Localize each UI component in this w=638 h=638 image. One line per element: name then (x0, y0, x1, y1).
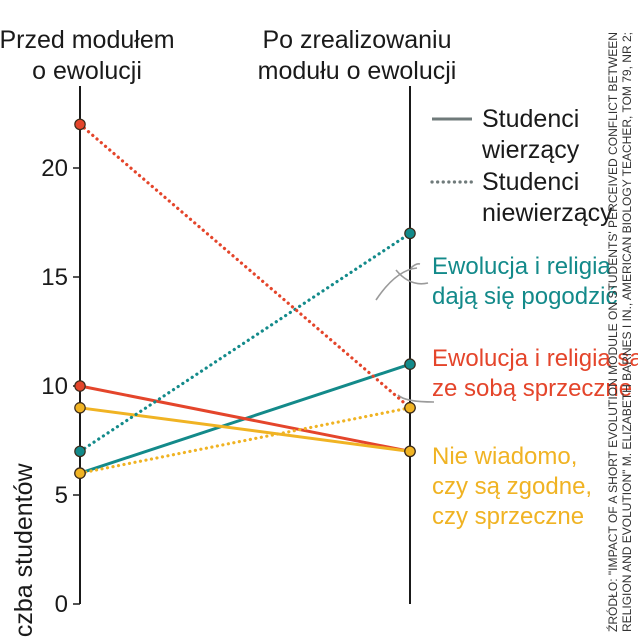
annotation-label: Ewolucja i religia są ze sobą sprzeczne (432, 345, 638, 402)
data-points (74, 118, 416, 479)
source-line: ŹRÓDŁO: "IMPACT OF A SHORT EVOLUTION MOD… (607, 32, 620, 632)
legend: Studenci wierzący Studenci niewierzący (430, 105, 613, 227)
legend-label-line: Studenci (482, 168, 579, 196)
y-tick-label: 5 (55, 482, 68, 509)
series-line (78, 231, 412, 453)
annotation-leaders (375, 263, 435, 403)
annotation-label-line: dają się pogodzić (432, 283, 617, 310)
annotation-label: Nie wiadomo, czy są zgodne, czy sprzeczne (432, 443, 592, 530)
legend-label-line: Studenci (482, 105, 579, 133)
annotation-label-line: Nie wiadomo, (432, 443, 577, 470)
axes (79, 86, 411, 604)
annotation-label-line: Ewolucja i religia (432, 253, 611, 280)
annotation-label-line: czy są zgodne, (432, 473, 592, 500)
column-header-before-line: o ewolucji (32, 57, 142, 85)
data-point (404, 445, 416, 458)
column-header-after-line: modułu o ewolucji (258, 57, 457, 85)
annotation-label-line: czy sprzeczne (432, 503, 584, 530)
data-point (74, 445, 86, 458)
annotation-leader (397, 394, 435, 403)
annotation-label: Ewolucja i religia dają się pogodzić (432, 253, 617, 310)
column-header-before: Przed modułem o ewolucji (0, 26, 175, 85)
series-line (78, 406, 412, 475)
data-point (74, 118, 86, 131)
column-header-after-line: Po zrealizowaniu (263, 26, 452, 54)
y-tick-label: 10 (41, 373, 68, 400)
legend-label: Studenci niewierzący (482, 168, 613, 227)
series-line (78, 406, 412, 453)
annotation-leader (410, 263, 421, 269)
annotation-label-line: ze sobą sprzeczne (432, 375, 632, 402)
annotation-label-line: Ewolucja i religia są (432, 345, 638, 372)
data-point (74, 467, 86, 479)
legend-label: Studenci wierzący (481, 105, 580, 164)
data-point (74, 401, 86, 414)
source-note: ŹRÓDŁO: "IMPACT OF A SHORT EVOLUTION MOD… (607, 32, 634, 632)
column-header-after: Po zrealizowaniu modułu o ewolucji (258, 26, 457, 85)
annotation-leader (375, 267, 418, 301)
series-line (78, 384, 412, 453)
data-point (404, 401, 416, 414)
source-line: RELIGION AND EVOLUTION" M. ELIZABETH BAR… (622, 32, 634, 632)
data-point (74, 380, 86, 392)
y-tick-label: 0 (55, 591, 68, 618)
series-line (78, 122, 412, 410)
series-lines (78, 122, 412, 475)
y-ticks: 0 5 10 15 20 (41, 155, 80, 618)
category-annotations: Ewolucja i religia dają się pogodzićEwolu… (432, 253, 638, 530)
data-point (404, 358, 416, 370)
legend-label-line: wierzący (481, 136, 580, 164)
y-axis-label: Liczba studentów (10, 462, 38, 638)
column-header-before-line: Przed modułem (0, 26, 175, 54)
annotation-leader (395, 269, 429, 285)
column-headers: Przed modułem o ewolucji Po zrealizowaniu m… (0, 26, 456, 85)
data-point (404, 227, 416, 240)
legend-label-line: niewierzący (482, 199, 613, 227)
y-tick-label: 20 (41, 155, 68, 182)
y-tick-label: 15 (41, 264, 68, 291)
